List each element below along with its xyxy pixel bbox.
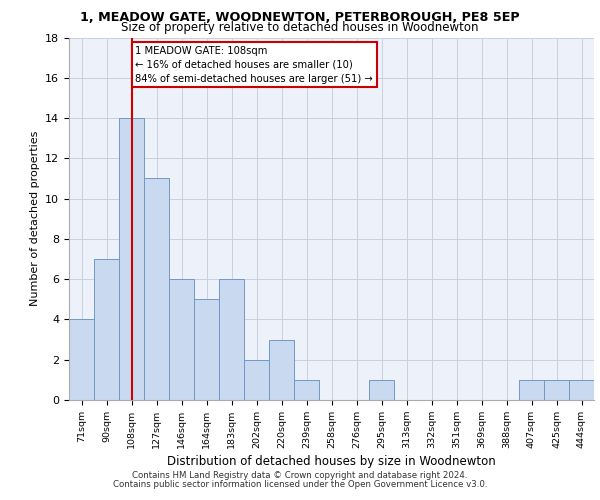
Text: 1, MEADOW GATE, WOODNEWTON, PETERBOROUGH, PE8 5EP: 1, MEADOW GATE, WOODNEWTON, PETERBOROUGH…	[80, 11, 520, 24]
Text: Contains public sector information licensed under the Open Government Licence v3: Contains public sector information licen…	[113, 480, 487, 489]
Text: Size of property relative to detached houses in Woodnewton: Size of property relative to detached ho…	[121, 22, 479, 35]
Bar	[569, 380, 594, 400]
Bar	[244, 360, 269, 400]
X-axis label: Distribution of detached houses by size in Woodnewton: Distribution of detached houses by size …	[167, 455, 496, 468]
Bar	[269, 340, 294, 400]
Text: Contains HM Land Registry data © Crown copyright and database right 2024.: Contains HM Land Registry data © Crown c…	[132, 471, 468, 480]
Bar	[219, 279, 244, 400]
Bar	[144, 178, 169, 400]
Bar	[94, 259, 119, 400]
Bar	[194, 300, 219, 400]
Bar	[169, 279, 194, 400]
Bar	[369, 380, 394, 400]
Bar	[519, 380, 544, 400]
Bar	[69, 320, 94, 400]
Bar	[294, 380, 319, 400]
Bar	[119, 118, 144, 400]
Bar	[544, 380, 569, 400]
Text: 1 MEADOW GATE: 108sqm
← 16% of detached houses are smaller (10)
84% of semi-deta: 1 MEADOW GATE: 108sqm ← 16% of detached …	[135, 46, 373, 84]
Y-axis label: Number of detached properties: Number of detached properties	[29, 131, 40, 306]
